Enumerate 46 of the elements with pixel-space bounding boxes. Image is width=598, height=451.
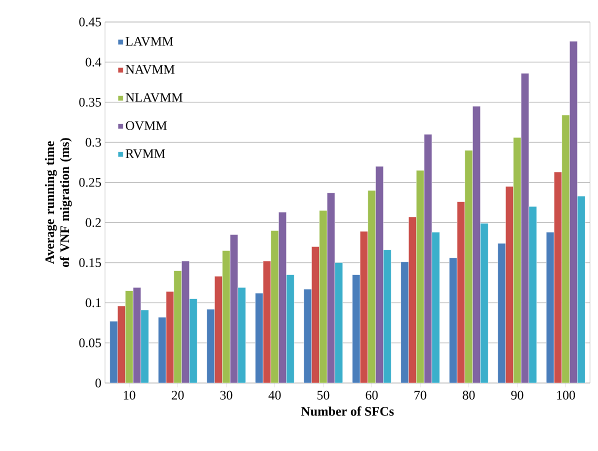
bar [472,106,481,383]
bar [480,223,488,383]
bar [181,260,190,383]
x-tick-label: 30 [220,390,232,400]
x-tick-label: 20 [172,390,184,400]
x-axis-title: Number of SFCs [301,406,394,416]
bar [238,287,246,383]
bar [520,73,530,383]
y-tick-label: 0.1 [86,298,101,308]
y-tick-label: 0.35 [79,98,101,107]
x-tick-label: 100 [557,390,576,400]
y-tick-label: 0.45 [79,18,101,26]
legend-label: NAVMM [126,65,175,74]
legend-label: OVMM [126,121,167,130]
legend-label: RVMM [126,149,166,158]
bar [189,298,198,383]
y-tick-label: 0.4 [86,58,102,67]
y-tick-label: 0.25 [79,178,101,187]
bar [326,192,336,383]
bar [569,41,578,383]
bar [432,232,440,383]
x-tick-label: 40 [268,390,281,400]
bar [528,206,537,383]
x-tick-label: 60 [366,390,378,400]
bar [577,196,586,383]
legend-label: LAVMM [126,37,174,46]
bar [278,212,287,383]
y-axis-title: Average running time of VNF migration (ms) [44,138,72,267]
y-tick-label: 0.2 [86,218,101,227]
bar [286,274,294,383]
bar [230,234,238,383]
x-tick-label: 10 [124,390,136,400]
legend-label: NLAVMM [126,93,182,102]
bar [140,310,149,383]
y-tick-label: 0.15 [79,258,101,268]
bar [383,250,392,383]
y-tick-label: 0.05 [79,338,101,348]
bar [375,166,384,383]
bar [424,134,432,383]
bar [334,262,343,383]
x-tick-label: 80 [462,390,475,400]
x-tick-label: 70 [414,390,426,400]
y-tick-label: 0.3 [86,138,101,147]
x-tick-label: 90 [511,390,524,400]
x-tick-label: 50 [318,390,330,400]
y-tick-label: 0 [95,378,101,388]
